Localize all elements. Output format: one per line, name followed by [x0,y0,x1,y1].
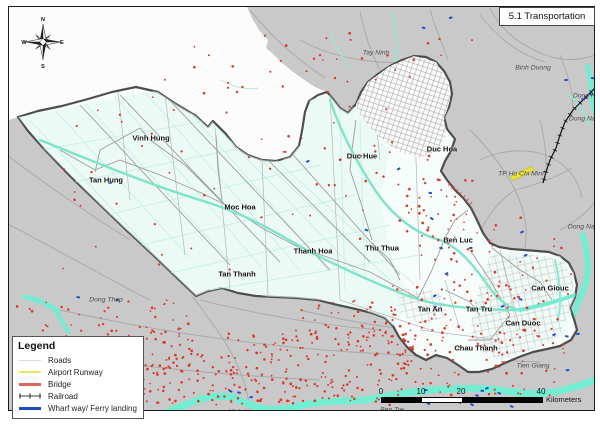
cambodia-region [9,7,327,161]
railroad-line-icon [18,392,42,400]
scale-tick-40: 40 [536,387,546,396]
province-interior [18,56,577,362]
scale-bar-segments [381,397,543,403]
compass-north-label: N [41,17,45,23]
legend-item-wharf-ferry: Wharf way/ Ferry landing [18,402,138,414]
wharf-line-icon [18,406,42,410]
bridge-line-icon [18,382,42,386]
scale-unit-label: Kilometers [546,395,582,404]
compass-main-points [24,23,62,61]
legend-item-airport-runway: Airport Runway [18,366,138,378]
legend-title: Legend [18,340,56,352]
legend-item-railroad: Railroad [18,390,138,402]
legend-box: Legend Roads Airport Runway Bridge Railr… [12,336,144,419]
compass-west-label: W [21,40,27,46]
runway-line-icon [18,371,42,373]
compass-rose: N E S W [21,17,64,70]
roads-line-icon [18,359,42,361]
scale-tick-10: 10 [416,387,426,396]
compass-east-label: E [60,40,64,46]
compass-south-label: S [41,64,45,70]
airport-runway [509,165,535,182]
scale-tick-0: 0 [378,387,384,396]
legend-item-bridge: Bridge [18,378,138,390]
legend-item-roads: Roads [18,354,138,366]
scale-tick-20: 20 [456,387,466,396]
map-title: 5.1 Transportation [499,7,595,26]
